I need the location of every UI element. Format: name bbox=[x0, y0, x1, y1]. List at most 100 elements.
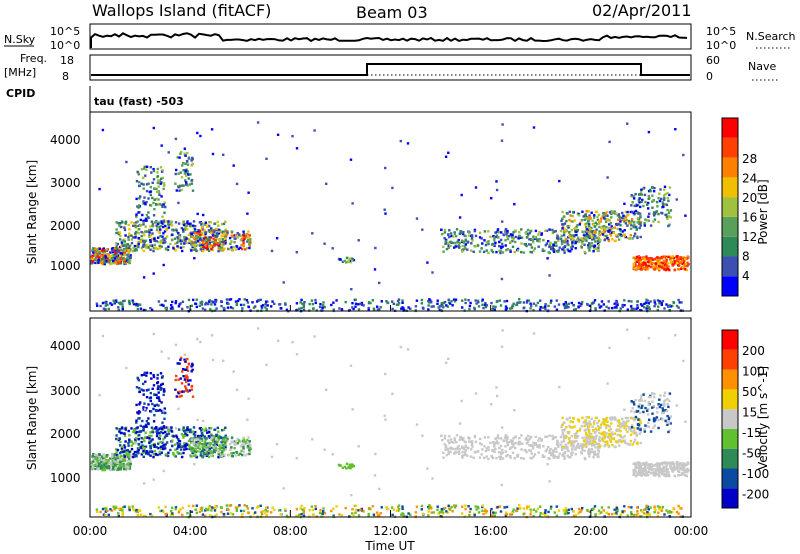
echo-cell bbox=[117, 308, 120, 312]
echo-cell bbox=[577, 240, 581, 243]
echo-cell bbox=[182, 162, 185, 165]
echo-cell bbox=[645, 471, 648, 475]
echo-cell bbox=[156, 171, 159, 174]
echo-cell bbox=[477, 511, 481, 514]
echo-cell bbox=[450, 299, 453, 303]
echo-cell bbox=[515, 303, 519, 306]
echo-cell bbox=[632, 431, 636, 435]
echo-cell bbox=[151, 224, 154, 227]
echo-cell bbox=[678, 301, 681, 304]
echo-cell bbox=[582, 445, 585, 448]
echo-cell bbox=[341, 260, 344, 263]
echo-cell bbox=[499, 251, 502, 255]
echo-cell bbox=[204, 232, 207, 236]
echo-cell bbox=[615, 305, 618, 308]
echo-cell bbox=[308, 302, 311, 306]
echo-cell bbox=[135, 221, 138, 224]
echo-cell bbox=[564, 301, 567, 304]
echo-cell bbox=[211, 300, 214, 303]
echo-cell bbox=[448, 235, 451, 239]
echo-cell bbox=[142, 308, 146, 312]
echo-cell bbox=[566, 242, 569, 245]
power-colorbar-tick: 12 bbox=[742, 230, 757, 244]
echo-cell bbox=[548, 449, 551, 452]
echo-cell bbox=[150, 228, 153, 232]
echo-cell bbox=[663, 402, 666, 406]
echo-cell bbox=[556, 439, 559, 443]
echo-cell bbox=[109, 302, 112, 305]
echo-cell bbox=[654, 262, 658, 265]
echo-cell bbox=[172, 229, 175, 232]
echo-cell bbox=[162, 388, 166, 391]
echo-cell bbox=[211, 230, 214, 233]
echo-cell bbox=[647, 468, 651, 471]
echo-cell bbox=[105, 253, 108, 256]
echo-cell bbox=[210, 453, 213, 457]
echo-cell bbox=[152, 247, 155, 250]
echo-cell bbox=[555, 450, 558, 453]
echo-cell bbox=[511, 306, 514, 309]
echo-cell bbox=[203, 441, 207, 444]
echo-cell bbox=[159, 445, 163, 449]
echo-cell bbox=[544, 244, 547, 247]
echo-cell bbox=[196, 445, 200, 449]
echo-cell bbox=[135, 419, 138, 422]
power-colorbar-swatch bbox=[722, 157, 738, 178]
echo-cell bbox=[504, 305, 508, 308]
echo-cell bbox=[153, 404, 156, 407]
echo-cell bbox=[587, 442, 591, 446]
power-ytick-4000: 4000 bbox=[50, 133, 81, 147]
echo-cell bbox=[535, 304, 538, 307]
echo-cell bbox=[528, 238, 531, 241]
echo-cell bbox=[641, 304, 644, 307]
echo-cell bbox=[186, 376, 189, 379]
echo-cell bbox=[628, 222, 631, 225]
echo-cell bbox=[591, 301, 595, 304]
echo-cell bbox=[498, 299, 502, 302]
echo-cell bbox=[103, 468, 106, 472]
echo-cell bbox=[214, 239, 217, 242]
echo-cell bbox=[443, 228, 447, 232]
echo-cell bbox=[542, 445, 545, 448]
echo-cell bbox=[112, 259, 115, 263]
echo-cell bbox=[311, 508, 315, 512]
echo-cell bbox=[132, 236, 135, 239]
echo-cell bbox=[171, 307, 175, 310]
echo-cell bbox=[198, 436, 201, 439]
power-ytick-2000: 2000 bbox=[50, 219, 81, 233]
echo-cell bbox=[137, 449, 140, 452]
echo-cell bbox=[406, 142, 410, 145]
echo-cell bbox=[584, 225, 588, 229]
echo-cell bbox=[463, 451, 467, 454]
echo-cell bbox=[666, 304, 670, 308]
echo-cell bbox=[122, 258, 126, 261]
echo-cell bbox=[518, 437, 521, 440]
echo-cell bbox=[581, 300, 584, 304]
echo-cell bbox=[111, 455, 114, 458]
echo-cell bbox=[341, 466, 344, 469]
station-title: Wallops Island (fitACF) bbox=[92, 1, 271, 20]
echo-cell bbox=[161, 176, 164, 180]
echo-cell bbox=[452, 235, 455, 238]
echo-cell bbox=[202, 237, 205, 240]
echo-cell bbox=[207, 455, 211, 459]
echo-cell bbox=[540, 233, 543, 236]
echo-cell bbox=[639, 466, 643, 470]
echo-cell bbox=[666, 267, 669, 270]
echo-cell bbox=[485, 249, 488, 252]
echo-cell bbox=[558, 452, 561, 455]
echo-cell bbox=[666, 398, 669, 401]
echo-cell bbox=[563, 306, 567, 310]
echo-cell bbox=[244, 248, 247, 251]
echo-cell bbox=[595, 453, 598, 456]
echo-cell bbox=[588, 304, 592, 307]
echo-cell bbox=[153, 221, 157, 224]
echo-cell bbox=[671, 304, 674, 308]
echo-cell bbox=[190, 365, 193, 368]
echo-cell bbox=[534, 435, 538, 439]
echo-cell bbox=[102, 254, 106, 258]
echo-cell bbox=[312, 307, 315, 310]
echo-cell bbox=[138, 197, 141, 200]
echo-cell bbox=[571, 451, 574, 454]
echo-cell bbox=[639, 235, 642, 239]
